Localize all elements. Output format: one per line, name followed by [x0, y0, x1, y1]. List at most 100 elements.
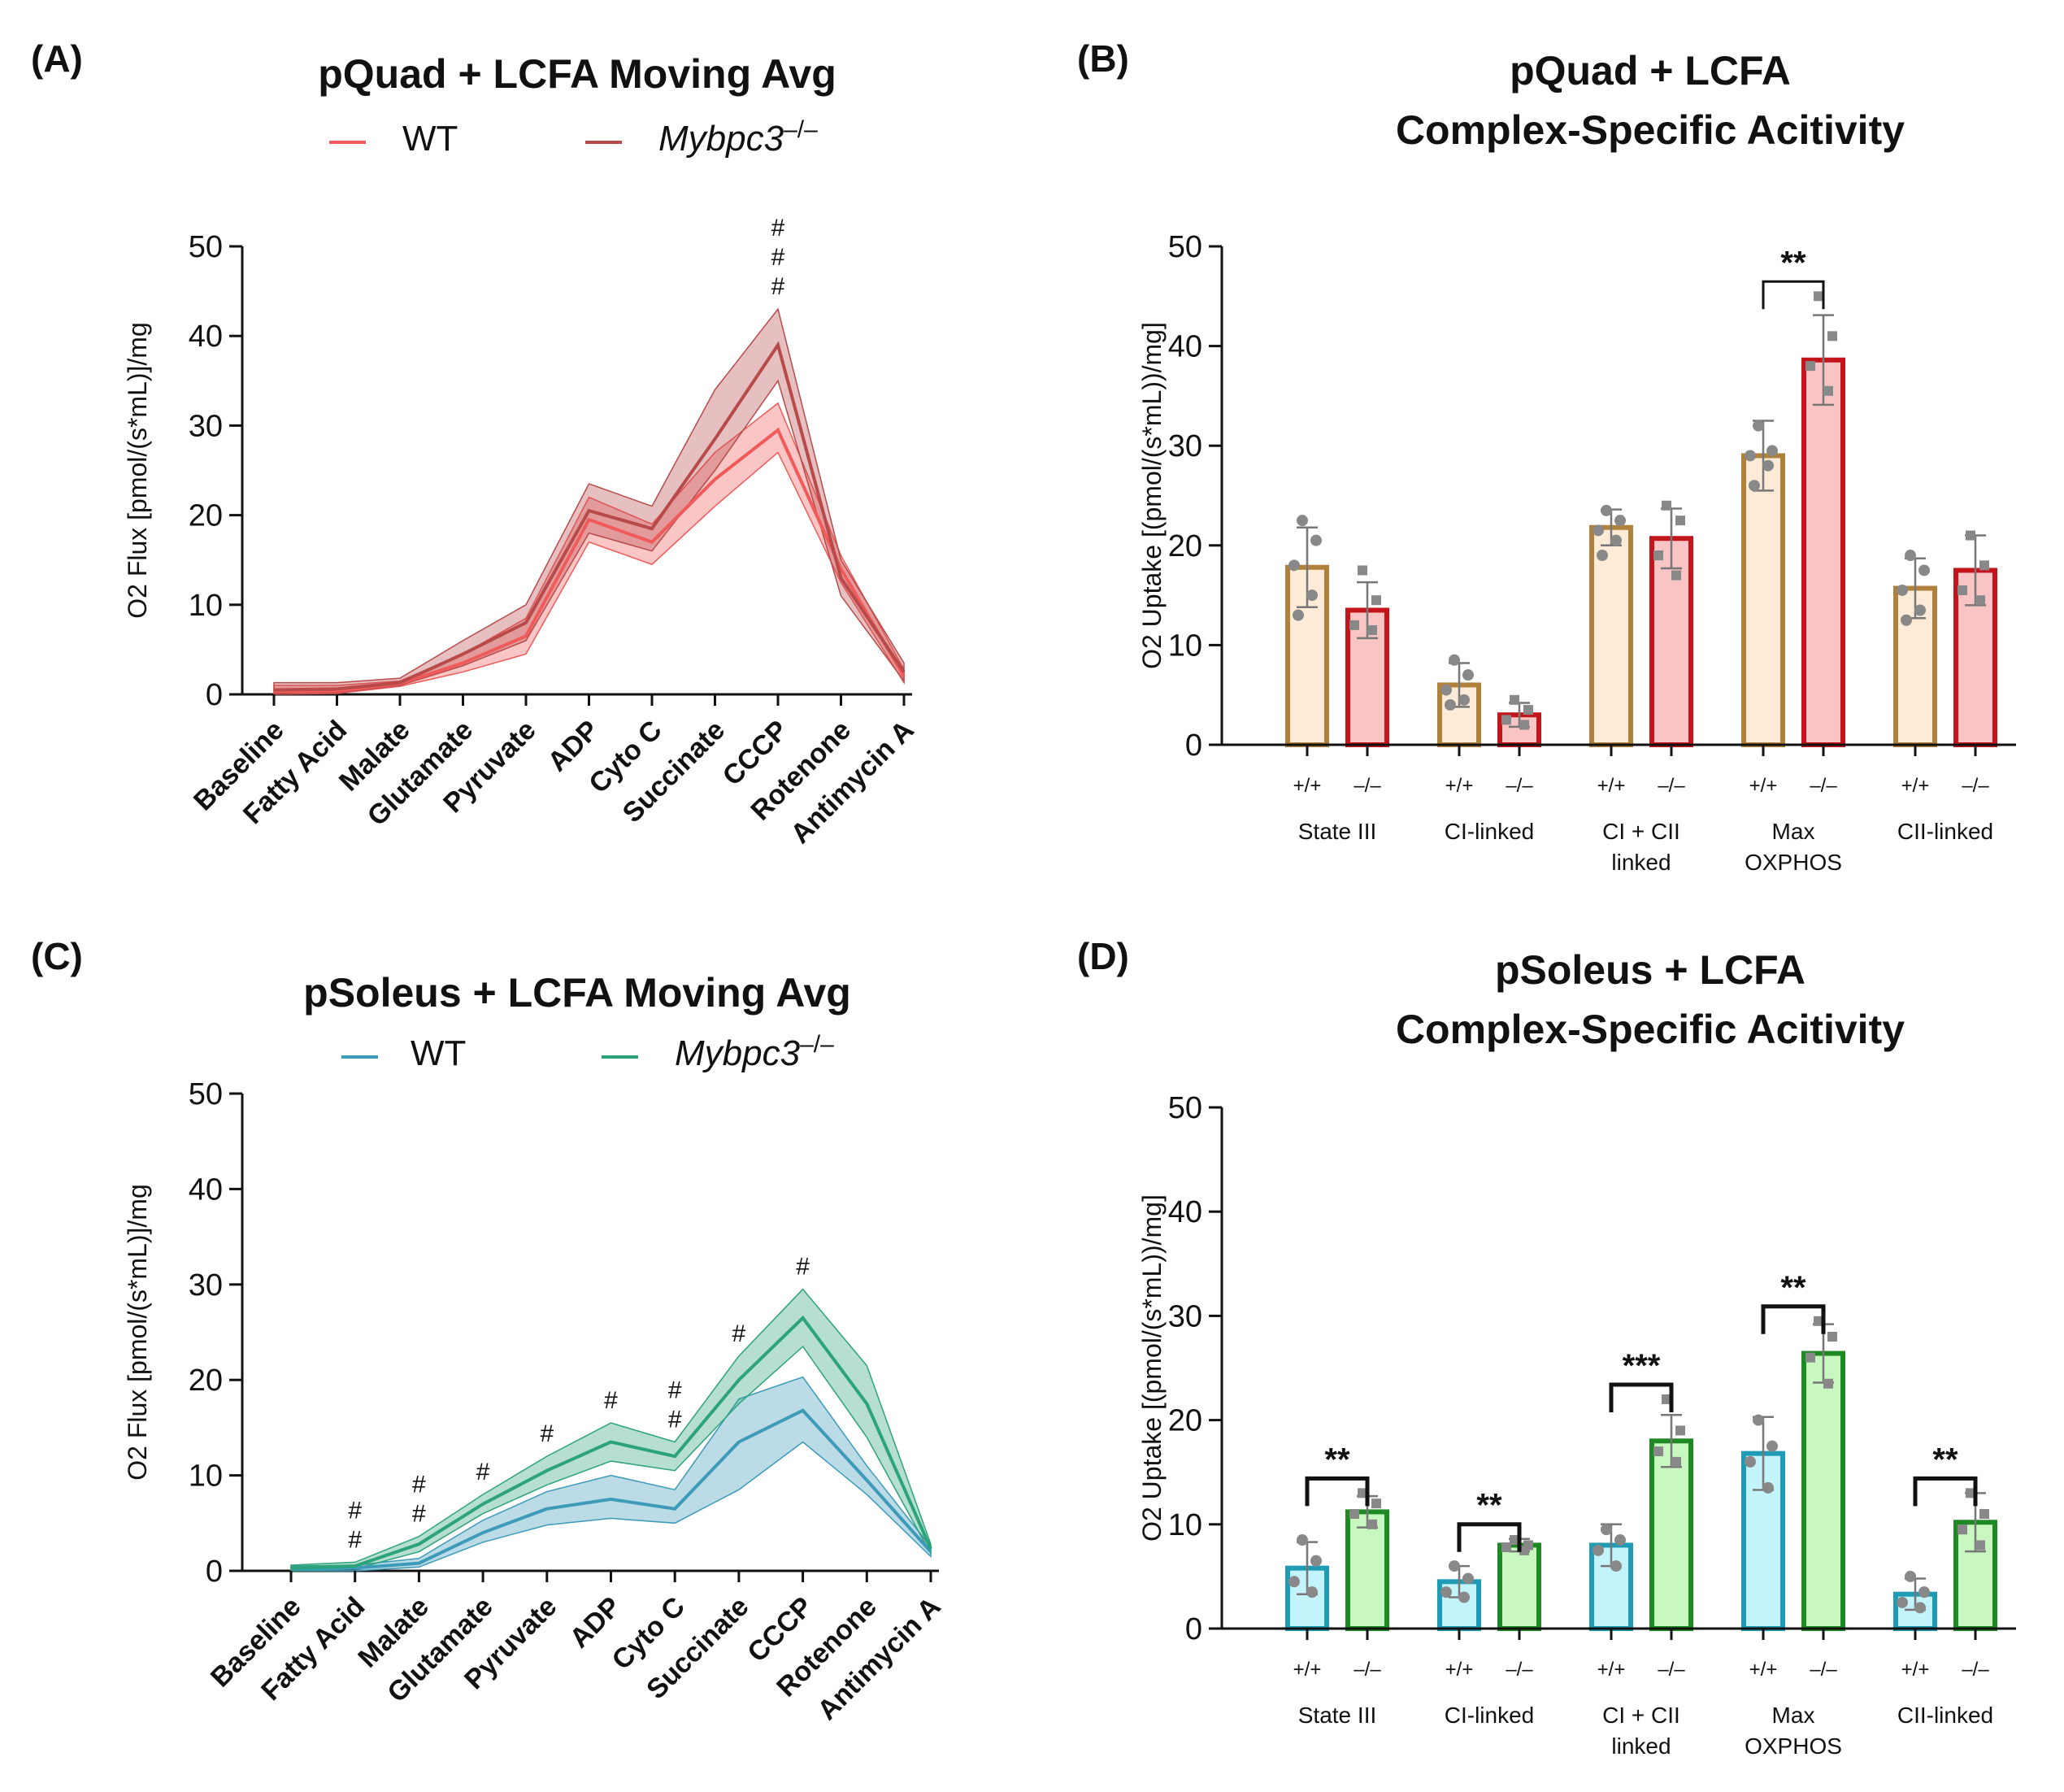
data-point [1306, 1586, 1318, 1598]
group-label: State III [1298, 819, 1377, 844]
data-point [1614, 515, 1626, 527]
group-label: Max [1772, 1703, 1815, 1728]
genotype-label: +/+ [1901, 1659, 1930, 1681]
data-point [1914, 604, 1926, 616]
y-tick-label: 50 [1168, 1091, 1202, 1125]
y-tick-label: 20 [1168, 1404, 1202, 1438]
data-point [1288, 559, 1300, 572]
data-point [1501, 715, 1511, 725]
chart-title: pQuad + LCFA Moving Avg [318, 51, 836, 97]
genotype-label: –/– [1810, 1659, 1837, 1681]
y-tick-label: 20 [1168, 529, 1202, 563]
significance-hash: # [771, 215, 785, 241]
significance-hash: # [771, 244, 785, 271]
data-point [1519, 1545, 1529, 1555]
significance-hash: # [348, 1526, 362, 1553]
bar [1345, 1509, 1389, 1632]
bar [1649, 536, 1693, 748]
data-point [1449, 1560, 1460, 1572]
data-point [1905, 1570, 1916, 1582]
data-point [1966, 1488, 1975, 1498]
data-point [1805, 361, 1815, 372]
panel-c: (C) pSoleus + LCFA Moving Avg WT Mybpc3–/– 0… [31, 935, 947, 1726]
genotype-label: +/+ [1293, 775, 1322, 797]
genotype-label: –/– [1506, 1659, 1533, 1681]
y-tick-label: 0 [1185, 729, 1202, 763]
data-point [1675, 515, 1685, 526]
legend-label: WT [411, 1033, 466, 1073]
data-point [1440, 684, 1452, 696]
panel-a: (A) pQuad + LCFA Moving Avg WT Mybpc3–/– 0 10… [31, 37, 920, 850]
data-point [1958, 1525, 1967, 1535]
data-point [1458, 1591, 1470, 1603]
data-point [1349, 620, 1359, 630]
data-point [1367, 1519, 1377, 1529]
bar [1649, 1438, 1693, 1631]
genotype-label: +/+ [1445, 1659, 1474, 1681]
series-band [273, 307, 905, 695]
data-point [1814, 291, 1823, 302]
data-point [1358, 1488, 1367, 1498]
data-point [1966, 530, 1975, 541]
data-point [1675, 1425, 1685, 1436]
y-tick-label: 40 [189, 320, 223, 354]
legend-label: Mybpc3–/– [675, 1031, 834, 1073]
data-point [1745, 450, 1756, 462]
genotype-label: –/– [1354, 1659, 1381, 1681]
chart-title: pSoleus + LCFA [1495, 947, 1805, 993]
data-point [1671, 570, 1681, 581]
data-point [1823, 385, 1833, 396]
data-point [1593, 1544, 1604, 1556]
data-point [1766, 445, 1778, 457]
data-point [1662, 500, 1671, 511]
legend-label: Mybpc3–/– [658, 116, 818, 159]
data-point [1662, 1394, 1671, 1404]
group-label: CI + CII [1602, 1703, 1680, 1728]
group-label: CI-linked [1445, 1703, 1534, 1728]
chart-title: Complex-Specific Acitivity [1396, 1007, 1905, 1052]
y-tick-label: 10 [1168, 1508, 1202, 1542]
genotype-label: –/– [1506, 775, 1533, 797]
legend-label: WT [402, 119, 458, 159]
data-point [1310, 534, 1322, 546]
data-point [1288, 1576, 1300, 1588]
group-label: CI-linked [1445, 819, 1534, 844]
genotype-label: –/– [1962, 1659, 1989, 1681]
genotype-label: –/– [1810, 775, 1837, 797]
data-point [1762, 1481, 1774, 1494]
group-label: Max [1772, 819, 1815, 844]
y-tick-label: 40 [1168, 1195, 1202, 1229]
genotype-label: –/– [1658, 1659, 1685, 1681]
group-label: linked [1611, 850, 1671, 875]
data-point [1897, 1596, 1908, 1608]
data-point [1753, 420, 1764, 432]
significance-bracket [1913, 1476, 1978, 1507]
data-point [1918, 1586, 1930, 1598]
y-tick-label: 0 [206, 1555, 223, 1589]
data-point [1310, 1555, 1322, 1567]
y-tick-label: 30 [189, 1268, 223, 1303]
data-point [1293, 609, 1304, 621]
panel-label: (C) [31, 935, 83, 977]
data-point [1823, 1378, 1833, 1389]
y-tick-label: 10 [1168, 629, 1202, 663]
significance-bracket [1761, 1304, 1826, 1334]
significance-bracket [1762, 280, 1825, 310]
data-point [1827, 1332, 1837, 1342]
data-point [1510, 1535, 1519, 1546]
data-point [1975, 595, 1985, 606]
data-point [1306, 589, 1318, 602]
data-point [1601, 1524, 1612, 1536]
bar [1801, 1351, 1845, 1631]
genotype-label: +/+ [1901, 775, 1930, 797]
data-point [1827, 331, 1837, 341]
y-tick-label: 30 [1168, 429, 1202, 463]
y-axis-title: O2 Uptake [(pmol/(s*mL))/mg] [1137, 1194, 1167, 1542]
data-point [1745, 1455, 1756, 1468]
y-tick-label: 50 [189, 1077, 223, 1111]
data-point [1610, 1560, 1622, 1572]
data-point [1597, 550, 1608, 562]
significance-hash: # [604, 1387, 618, 1414]
data-point [1918, 564, 1930, 576]
data-point [1805, 1352, 1815, 1363]
